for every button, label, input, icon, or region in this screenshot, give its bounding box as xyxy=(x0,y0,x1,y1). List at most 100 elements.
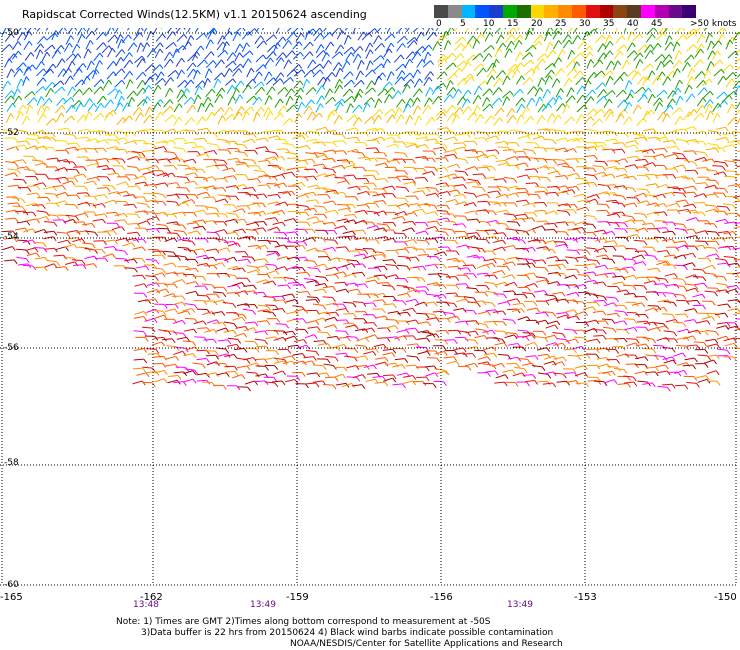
wind-barb xyxy=(85,30,93,40)
wind-barb xyxy=(631,254,642,259)
wind-barb xyxy=(482,103,491,112)
wind-barb xyxy=(134,55,143,64)
wind-barb xyxy=(4,58,10,68)
wind-barb-tick xyxy=(443,251,448,257)
wind-barb xyxy=(304,30,310,40)
wind-barb xyxy=(353,79,362,88)
wind-barb xyxy=(352,28,356,35)
wind-barb-tick xyxy=(257,165,262,171)
wind-barb xyxy=(714,187,725,190)
wind-barb-tick xyxy=(602,82,607,87)
wind-barb xyxy=(437,58,445,67)
colorbar-swatch xyxy=(516,5,531,18)
wind-barb-tick xyxy=(428,76,433,82)
wind-barb-tick xyxy=(575,131,579,137)
wind-barb xyxy=(203,338,214,341)
wind-barb-tick xyxy=(293,69,298,74)
wind-barb xyxy=(274,72,282,82)
wind-barb xyxy=(647,93,653,104)
wind-barb-tick xyxy=(224,177,229,183)
wind-barb xyxy=(257,184,268,187)
wind-barb xyxy=(306,296,317,298)
wind-barb-tick xyxy=(310,99,315,105)
wind-barb-tick xyxy=(476,302,481,308)
wind-barb-tick xyxy=(665,337,670,342)
wind-barb xyxy=(184,141,195,145)
wind-barb xyxy=(457,133,468,136)
wind-barb-tick xyxy=(315,320,320,325)
wind-barb xyxy=(223,68,230,78)
wind-barb xyxy=(196,294,208,297)
wind-barb xyxy=(386,28,391,33)
wind-barb xyxy=(164,128,174,133)
wind-barb xyxy=(173,223,184,226)
wind-barb-tick xyxy=(704,152,709,157)
wind-barb-tick xyxy=(392,259,397,264)
wind-barb xyxy=(214,107,222,116)
wind-barb-tick xyxy=(525,258,530,264)
wind-barb-tick xyxy=(409,58,414,64)
wind-barb xyxy=(247,211,258,214)
wind-barb-tick xyxy=(312,191,317,197)
wind-barb xyxy=(723,230,734,235)
wind-barb xyxy=(203,256,214,260)
wind-barb-tick xyxy=(462,176,466,182)
wind-barb-tick xyxy=(594,155,598,160)
wind-barb xyxy=(6,146,16,151)
wind-barb-tick xyxy=(623,99,628,105)
wind-barb-tick xyxy=(405,329,410,335)
wind-barb xyxy=(702,158,713,162)
wind-barb-tick xyxy=(61,58,66,63)
wind-barb-tick xyxy=(567,34,572,39)
wind-barb-tick xyxy=(211,284,216,290)
wind-barb-tick xyxy=(125,181,130,187)
wind-barb-tick xyxy=(22,32,27,37)
wind-barb xyxy=(661,191,672,195)
wind-barb-tick xyxy=(381,128,386,133)
wind-barb-tick xyxy=(388,93,393,99)
wind-barb xyxy=(184,79,192,88)
wind-barb-tick xyxy=(222,292,227,298)
wind-barb-tick xyxy=(264,340,269,345)
wind-barb xyxy=(154,77,163,86)
wind-barb xyxy=(362,174,374,177)
wind-barb-tick xyxy=(191,199,196,204)
wind-barb xyxy=(282,142,293,146)
wind-barb-tick xyxy=(265,265,269,271)
wind-barb xyxy=(462,73,471,82)
wind-barb xyxy=(713,171,724,176)
wind-barb-tick xyxy=(53,263,58,269)
wind-barb xyxy=(487,190,498,194)
wind-barb xyxy=(133,175,144,180)
wind-barb-tick xyxy=(416,289,421,294)
wind-barb xyxy=(167,255,178,257)
wind-barb xyxy=(497,301,508,305)
wind-barb xyxy=(671,87,679,97)
wind-barb xyxy=(324,239,335,241)
wind-barb xyxy=(142,128,152,132)
wind-barb-tick xyxy=(162,250,166,256)
wind-barb-tick xyxy=(609,40,614,46)
wind-barb-tick xyxy=(596,339,601,344)
wind-barb xyxy=(384,33,393,42)
wind-barb-tick xyxy=(303,241,308,246)
wind-barb-tick xyxy=(81,33,86,39)
wind-barb-tick xyxy=(248,31,253,36)
wind-barb xyxy=(416,337,427,341)
wind-barb xyxy=(217,49,226,58)
wind-barb xyxy=(166,182,177,185)
wind-barb xyxy=(682,252,693,257)
wind-barb xyxy=(65,53,74,62)
wind-barb xyxy=(606,312,617,316)
wind-barb xyxy=(385,263,396,266)
wind-barb-tick xyxy=(141,275,146,280)
wind-barb xyxy=(705,193,716,196)
wind-barb-tick xyxy=(609,75,614,81)
wind-barb xyxy=(602,173,613,177)
wind-barb xyxy=(665,319,676,323)
wind-barb xyxy=(143,85,150,94)
wind-barb-tick xyxy=(156,228,160,233)
wind-barb xyxy=(515,97,523,107)
wind-barb-tick xyxy=(304,160,309,165)
wind-barb xyxy=(512,302,523,306)
